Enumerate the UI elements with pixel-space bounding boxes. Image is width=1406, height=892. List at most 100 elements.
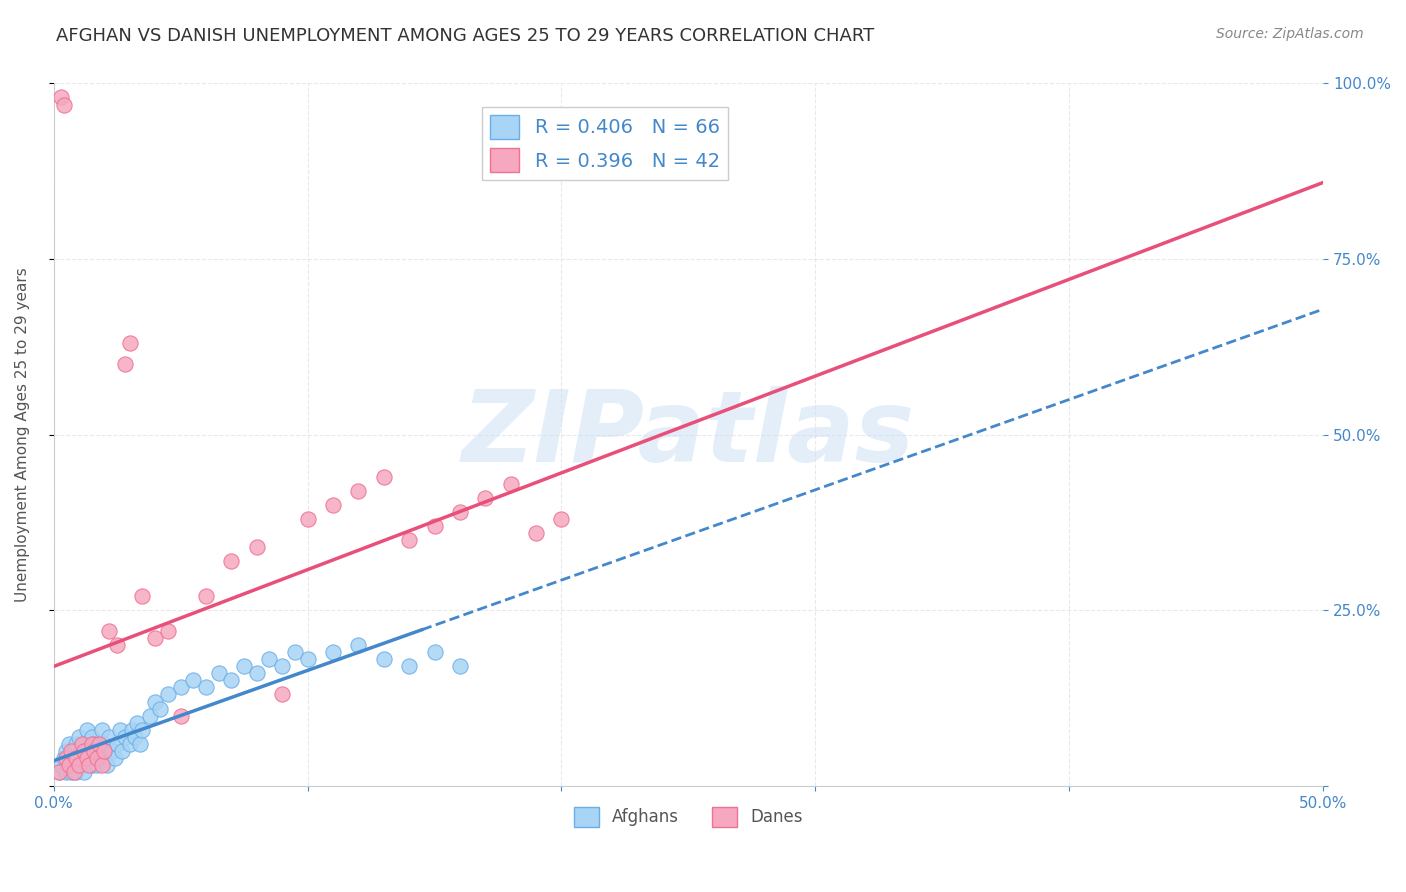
Point — [143, 694, 166, 708]
Point — [89, 744, 111, 758]
Point — [233, 659, 256, 673]
Point — [93, 750, 115, 764]
Point — [48, 764, 70, 779]
Point — [550, 512, 572, 526]
Point — [76, 750, 98, 764]
Point — [65, 737, 87, 751]
Point — [322, 645, 344, 659]
Point — [474, 491, 496, 505]
Point — [373, 652, 395, 666]
Point — [63, 744, 86, 758]
Point — [246, 666, 269, 681]
Point — [156, 624, 179, 639]
Point — [103, 750, 125, 764]
Point — [65, 750, 87, 764]
Point — [60, 744, 83, 758]
Point — [83, 744, 105, 758]
Point — [55, 750, 77, 764]
Point — [73, 737, 96, 751]
Point — [93, 744, 115, 758]
Point — [524, 525, 547, 540]
Point — [86, 757, 108, 772]
Point — [96, 757, 118, 772]
Point — [499, 476, 522, 491]
Point — [83, 750, 105, 764]
Point — [208, 666, 231, 681]
Point — [90, 723, 112, 737]
Point — [73, 744, 96, 758]
Point — [60, 764, 83, 779]
Point — [93, 737, 115, 751]
Point — [77, 744, 100, 758]
Point — [398, 659, 420, 673]
Point — [80, 757, 103, 772]
Text: AFGHAN VS DANISH UNEMPLOYMENT AMONG AGES 25 TO 29 YEARS CORRELATION CHART: AFGHAN VS DANISH UNEMPLOYMENT AMONG AGES… — [56, 27, 875, 45]
Point — [194, 681, 217, 695]
Point — [58, 757, 80, 772]
Point — [105, 737, 128, 751]
Point — [423, 645, 446, 659]
Point — [90, 757, 112, 772]
Point — [156, 688, 179, 702]
Point — [73, 764, 96, 779]
Point — [76, 723, 98, 737]
Point — [77, 757, 100, 772]
Point — [143, 632, 166, 646]
Point — [118, 336, 141, 351]
Point — [347, 638, 370, 652]
Point — [297, 652, 319, 666]
Point — [86, 750, 108, 764]
Text: Source: ZipAtlas.com: Source: ZipAtlas.com — [1216, 27, 1364, 41]
Point — [76, 750, 98, 764]
Point — [194, 589, 217, 603]
Point — [89, 737, 111, 751]
Point — [63, 764, 86, 779]
Point — [65, 764, 87, 779]
Point — [169, 681, 191, 695]
Point — [105, 638, 128, 652]
Point — [48, 764, 70, 779]
Point — [181, 673, 204, 688]
Point — [70, 757, 93, 772]
Point — [111, 744, 134, 758]
Point — [70, 744, 93, 758]
Point — [98, 730, 121, 744]
Point — [297, 512, 319, 526]
Point — [101, 744, 124, 758]
Point — [114, 357, 136, 371]
Point — [284, 645, 307, 659]
Text: ZIPatlas: ZIPatlas — [463, 386, 915, 483]
Point — [322, 498, 344, 512]
Point — [55, 764, 77, 779]
Point — [51, 757, 73, 772]
Y-axis label: Unemployment Among Ages 25 to 29 years: Unemployment Among Ages 25 to 29 years — [15, 268, 30, 602]
Point — [131, 723, 153, 737]
Point — [52, 97, 75, 112]
Point — [118, 737, 141, 751]
Point — [114, 730, 136, 744]
Point — [121, 723, 143, 737]
Point — [127, 715, 149, 730]
Point — [169, 708, 191, 723]
Point — [55, 744, 77, 758]
Point — [221, 554, 243, 568]
Point — [139, 708, 162, 723]
Point — [449, 505, 471, 519]
Point — [131, 589, 153, 603]
Point — [67, 730, 90, 744]
Point — [67, 750, 90, 764]
Point — [80, 730, 103, 744]
Point — [83, 737, 105, 751]
Point — [67, 757, 90, 772]
Point — [108, 723, 131, 737]
Point — [129, 737, 152, 751]
Point — [423, 519, 446, 533]
Point — [124, 730, 146, 744]
Point — [63, 757, 86, 772]
Point — [271, 688, 294, 702]
Point — [221, 673, 243, 688]
Point — [70, 737, 93, 751]
Point — [149, 701, 172, 715]
Point — [271, 659, 294, 673]
Point — [52, 750, 75, 764]
